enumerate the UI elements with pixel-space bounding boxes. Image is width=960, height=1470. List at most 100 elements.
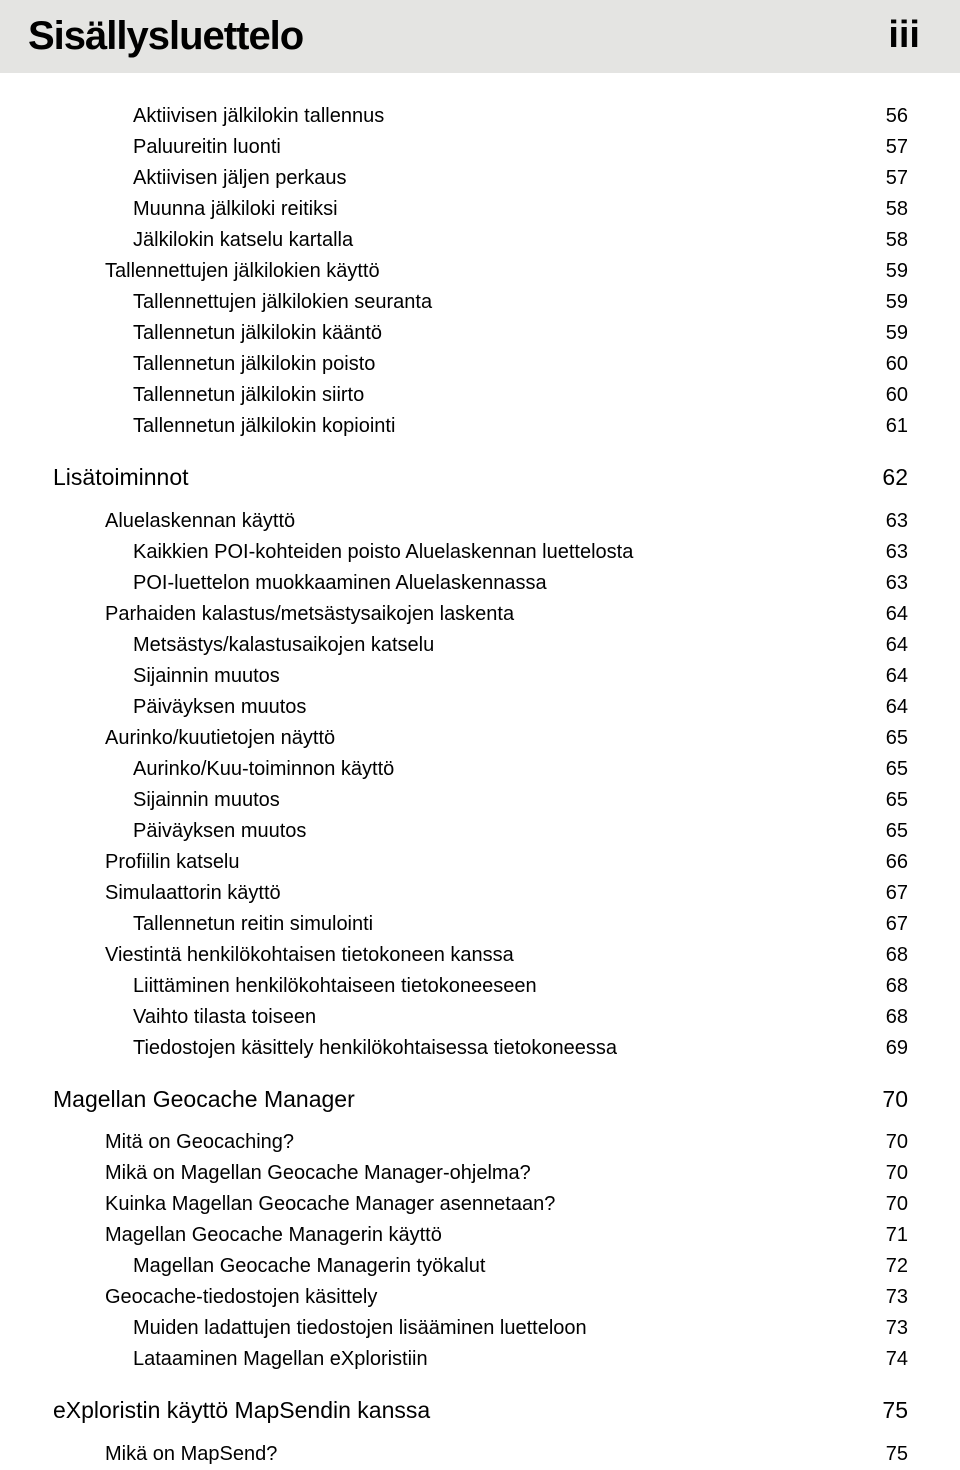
toc-label: Mikä on MapSend? bbox=[105, 1439, 277, 1470]
toc-label: Aurinko/Kuu-toiminnon käyttö bbox=[133, 754, 394, 785]
toc-row: Tallennettujen jälkilokien käyttö 59 bbox=[105, 256, 908, 287]
toc-label: Simulaattorin käyttö bbox=[105, 878, 281, 909]
toc-label: Muunna jälkiloki reitiksi bbox=[133, 194, 338, 225]
toc-page: 71 bbox=[868, 1220, 908, 1251]
toc-page: 60 bbox=[868, 349, 908, 380]
toc-label: Metsästys/kalastusaikojen katselu bbox=[133, 630, 434, 661]
toc-label: Lataaminen Magellan eXploristiin bbox=[133, 1344, 428, 1375]
toc-row: Liittäminen henkilökohtaiseen tietokonee… bbox=[105, 971, 908, 1002]
toc-label: Tallennetun reitin simulointi bbox=[133, 909, 373, 940]
toc-label: Tiedostojen käsittely henkilökohtaisessa… bbox=[133, 1033, 617, 1064]
toc-row: Päiväyksen muutos 64 bbox=[105, 692, 908, 723]
toc-label: eXploristin käyttö MapSendin kanssa bbox=[53, 1393, 430, 1429]
toc-label: Tallennetun jälkilokin kopiointi bbox=[133, 411, 395, 442]
toc-label: Tallennetun jälkilokin kääntö bbox=[133, 318, 382, 349]
toc-page: 59 bbox=[868, 256, 908, 287]
toc-label: Tallennetun jälkilokin siirto bbox=[133, 380, 364, 411]
toc-row: Mikä on MapSend?75 bbox=[105, 1439, 908, 1470]
toc-page: 69 bbox=[868, 1033, 908, 1064]
toc-label: Magellan Geocache Manager bbox=[53, 1082, 355, 1118]
toc-label: Kuinka Magellan Geocache Manager asennet… bbox=[105, 1189, 555, 1220]
toc-page: 57 bbox=[868, 163, 908, 194]
toc-page: 64 bbox=[868, 630, 908, 661]
toc-row: Tallennetun jälkilokin kääntö 59 bbox=[105, 318, 908, 349]
toc-page: 72 bbox=[868, 1251, 908, 1282]
toc-page: 73 bbox=[868, 1313, 908, 1344]
toc-label: Vaihto tilasta toiseen bbox=[133, 1002, 316, 1033]
toc-page: 65 bbox=[868, 723, 908, 754]
toc-label: Aurinko/kuutietojen näyttö bbox=[105, 723, 335, 754]
toc-page: 64 bbox=[868, 692, 908, 723]
toc-row: Muunna jälkiloki reitiksi 58 bbox=[105, 194, 908, 225]
toc-label: Päiväyksen muutos bbox=[133, 692, 306, 723]
toc-page: 70 bbox=[868, 1127, 908, 1158]
toc-page: 65 bbox=[868, 785, 908, 816]
toc-label: POI-luettelon muokkaaminen Aluelaskennas… bbox=[133, 568, 547, 599]
toc-row: Jälkilokin katselu kartalla58 bbox=[105, 225, 908, 256]
toc-label: Aluelaskennan käyttö bbox=[105, 506, 295, 537]
toc-page: 66 bbox=[868, 847, 908, 878]
toc-label: Mikä on Magellan Geocache Manager-ohjelm… bbox=[105, 1158, 531, 1189]
toc-page: 59 bbox=[868, 318, 908, 349]
toc-row: Profiilin katselu66 bbox=[105, 847, 908, 878]
toc-page: 64 bbox=[868, 599, 908, 630]
toc-label: Tallennetun jälkilokin poisto bbox=[133, 349, 375, 380]
toc-row: Tallennetun jälkilokin kopiointi61 bbox=[105, 411, 908, 442]
toc-label: Magellan Geocache Managerin työkalut bbox=[133, 1251, 485, 1282]
toc-row: Mitä on Geocaching?70 bbox=[105, 1127, 908, 1158]
toc-row: Viestintä henkilökohtaisen tietokoneen k… bbox=[105, 940, 908, 971]
toc-page: 68 bbox=[868, 971, 908, 1002]
toc-label: Liittäminen henkilökohtaiseen tietokonee… bbox=[133, 971, 537, 1002]
toc-label: Sijainnin muutos bbox=[133, 661, 280, 692]
toc-label: Lisätoiminnot bbox=[53, 460, 189, 496]
toc-page: 68 bbox=[868, 940, 908, 971]
toc-row: Magellan Geocache Manager 70 bbox=[53, 1082, 908, 1118]
toc-label: Paluureitin luonti bbox=[133, 132, 281, 163]
toc-row: Parhaiden kalastus/metsästysaikojen lask… bbox=[105, 599, 908, 630]
toc-page: 62 bbox=[868, 460, 908, 496]
toc-page: 74 bbox=[868, 1344, 908, 1375]
toc-page: 64 bbox=[868, 661, 908, 692]
toc-row: Sijainnin muutos 65 bbox=[105, 785, 908, 816]
toc-label: Sijainnin muutos bbox=[133, 785, 280, 816]
toc-row: Magellan Geocache Managerin käyttö 71 bbox=[105, 1220, 908, 1251]
toc-label: Tallennettujen jälkilokien seuranta bbox=[133, 287, 432, 318]
toc-page: 70 bbox=[868, 1082, 908, 1118]
toc-page: 58 bbox=[868, 225, 908, 256]
toc-row: Metsästys/kalastusaikojen katselu 64 bbox=[105, 630, 908, 661]
toc-row: Tallennetun reitin simulointi 67 bbox=[105, 909, 908, 940]
table-of-contents: Aktiivisen jälkilokin tallennus56Paluure… bbox=[0, 101, 960, 1470]
toc-page: 57 bbox=[868, 132, 908, 163]
toc-row: Kuinka Magellan Geocache Manager asennet… bbox=[105, 1189, 908, 1220]
toc-page: 59 bbox=[868, 287, 908, 318]
toc-page: 75 bbox=[868, 1393, 908, 1429]
toc-row: Päiväyksen muutos65 bbox=[105, 816, 908, 847]
toc-row: Paluureitin luonti 57 bbox=[105, 132, 908, 163]
toc-page: 60 bbox=[868, 380, 908, 411]
toc-label: Tallennettujen jälkilokien käyttö bbox=[105, 256, 380, 287]
toc-row: Kaikkien POI-kohteiden poisto Aluelasken… bbox=[105, 537, 908, 568]
toc-label: Viestintä henkilökohtaisen tietokoneen k… bbox=[105, 940, 514, 971]
toc-label: Magellan Geocache Managerin käyttö bbox=[105, 1220, 442, 1251]
toc-row: Tallennetun jälkilokin poisto 60 bbox=[105, 349, 908, 380]
toc-row: Aktiivisen jälkilokin tallennus56 bbox=[105, 101, 908, 132]
toc-page: 63 bbox=[868, 537, 908, 568]
toc-label: Päiväyksen muutos bbox=[133, 816, 306, 847]
toc-page: 56 bbox=[868, 101, 908, 132]
toc-label: Aktiivisen jäljen perkaus bbox=[133, 163, 346, 194]
header: Sisällysluettelo iii bbox=[0, 0, 960, 73]
toc-label: Parhaiden kalastus/metsästysaikojen lask… bbox=[105, 599, 514, 630]
toc-page: 58 bbox=[868, 194, 908, 225]
toc-page: 73 bbox=[868, 1282, 908, 1313]
toc-row: Aurinko/kuutietojen näyttö 65 bbox=[105, 723, 908, 754]
toc-page: 67 bbox=[868, 878, 908, 909]
toc-row: Tiedostojen käsittely henkilökohtaisessa… bbox=[105, 1033, 908, 1064]
toc-page: 67 bbox=[868, 909, 908, 940]
toc-page: 68 bbox=[868, 1002, 908, 1033]
toc-row: Simulaattorin käyttö 67 bbox=[105, 878, 908, 909]
toc-row: Mikä on Magellan Geocache Manager-ohjelm… bbox=[105, 1158, 908, 1189]
toc-row: Geocache-tiedostojen käsittely73 bbox=[105, 1282, 908, 1313]
page-title: Sisällysluettelo bbox=[28, 14, 303, 59]
toc-row: Tallennettujen jälkilokien seuranta 59 bbox=[105, 287, 908, 318]
toc-label: Muiden ladattujen tiedostojen lisääminen… bbox=[133, 1313, 587, 1344]
